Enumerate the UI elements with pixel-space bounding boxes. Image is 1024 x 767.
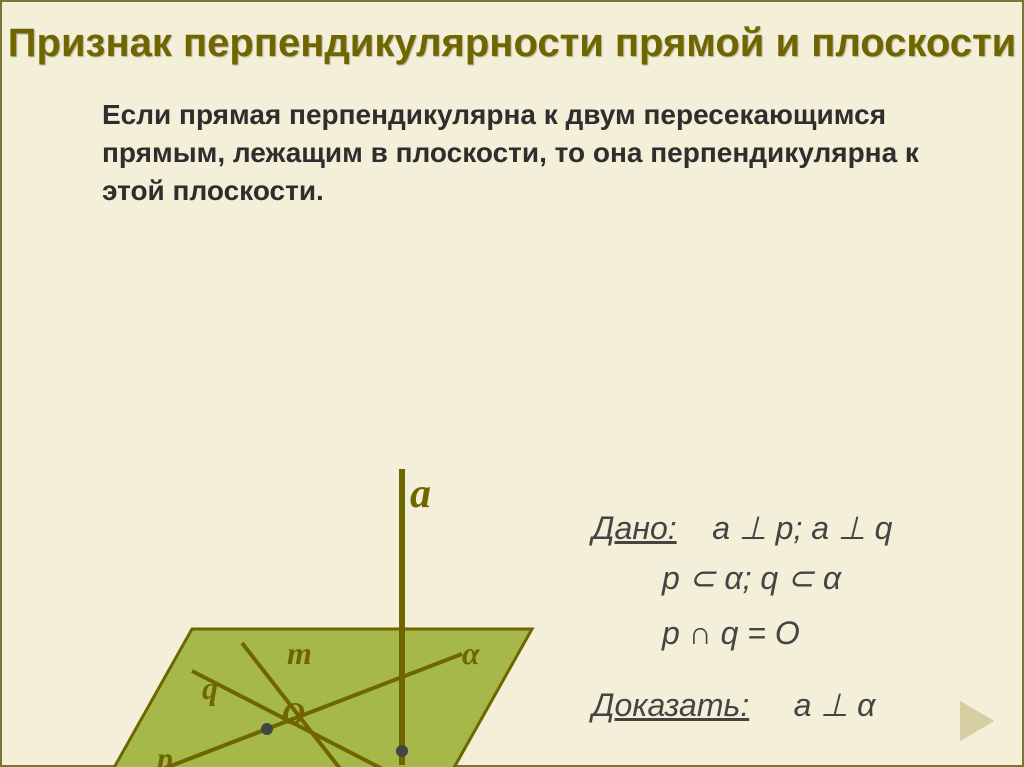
svg-text:p: p [154,740,173,767]
nav-next-button[interactable] [960,701,994,741]
svg-text:q: q [202,670,218,706]
given-expr-2: p ⊂ α; q ⊂ α [592,559,892,597]
given-expr-1: a ⊥ p; a ⊥ q [712,510,892,546]
svg-text:O: O [282,695,305,731]
slide-title: Признак перпендикулярности прямой и плос… [2,2,1022,66]
diagram-svg: a α m q p O [42,459,602,767]
prove-expr: a ⊥ α [794,687,876,723]
svg-text:α: α [462,635,481,671]
diagram: a α m q p O [42,459,602,767]
prove-label: Доказать: [592,687,749,723]
slide: Признак перпендикулярности прямой и плос… [0,0,1024,767]
math-block: Дано: a ⊥ p; a ⊥ q p ⊂ α; q ⊂ α p ∩ q = … [592,509,892,724]
svg-text:m: m [287,635,312,671]
given-expr-3: p ∩ q = O [592,615,892,652]
given-label: Дано: [592,510,677,546]
theorem-text: Если прямая перпендикулярна к двум перес… [2,66,1022,209]
prove-line: Доказать: a ⊥ α [592,686,892,724]
given-line-1: Дано: a ⊥ p; a ⊥ q [592,509,892,547]
svg-text:a: a [410,471,431,517]
